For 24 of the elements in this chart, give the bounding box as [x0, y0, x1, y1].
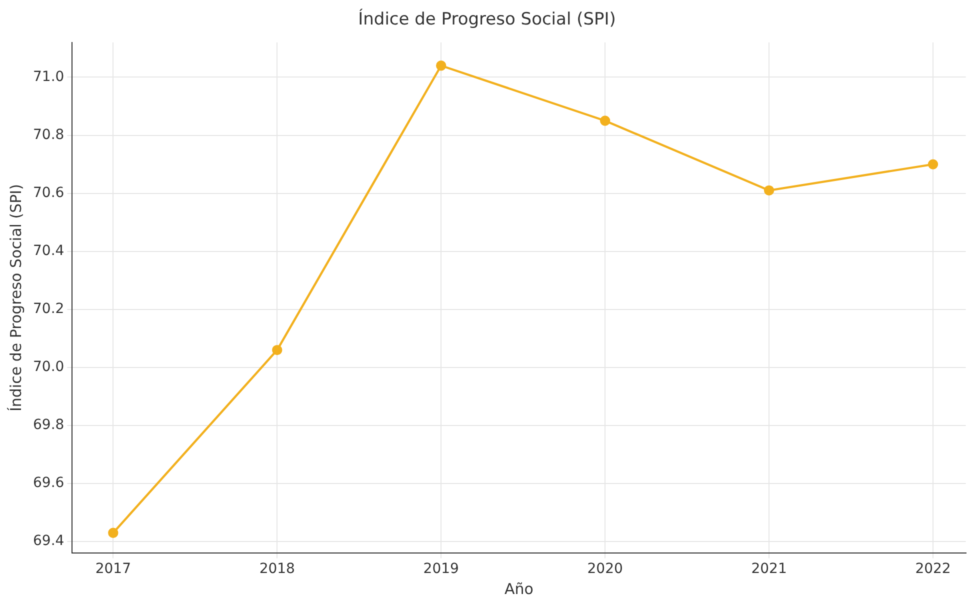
- y-tick-label: 69.4: [33, 533, 64, 550]
- y-tick-label: 69.6: [33, 475, 64, 492]
- x-tick-label: 2020: [587, 561, 623, 578]
- point: [600, 116, 610, 126]
- y-axis-title: Índice de Progreso Social (SPI): [6, 184, 25, 412]
- y-tick-label: 70.4: [33, 243, 64, 260]
- x-axis-title: Año: [504, 580, 534, 598]
- point: [272, 344, 282, 356]
- y-tick-label: 70.0: [33, 359, 64, 376]
- point: [108, 528, 118, 538]
- x-tick-label: 2017: [95, 561, 131, 578]
- y-tick-label: 70.6: [33, 184, 64, 201]
- y-tick-label: 70.8: [33, 126, 64, 143]
- x-tick-label: 2022: [915, 561, 951, 578]
- point: [928, 159, 938, 170]
- x-tick-label: 2021: [751, 561, 787, 578]
- y-tick-label: 70.2: [33, 301, 64, 318]
- point: [436, 60, 446, 71]
- x-tick-label: 2018: [259, 561, 295, 578]
- chart-title: Índice de Progreso Social (SPI): [358, 8, 616, 30]
- x-tick-label: 2019: [423, 561, 459, 578]
- y-tick-label: 69.8: [33, 417, 64, 434]
- point: [764, 185, 774, 196]
- y-tick-label: 71.0: [33, 68, 64, 85]
